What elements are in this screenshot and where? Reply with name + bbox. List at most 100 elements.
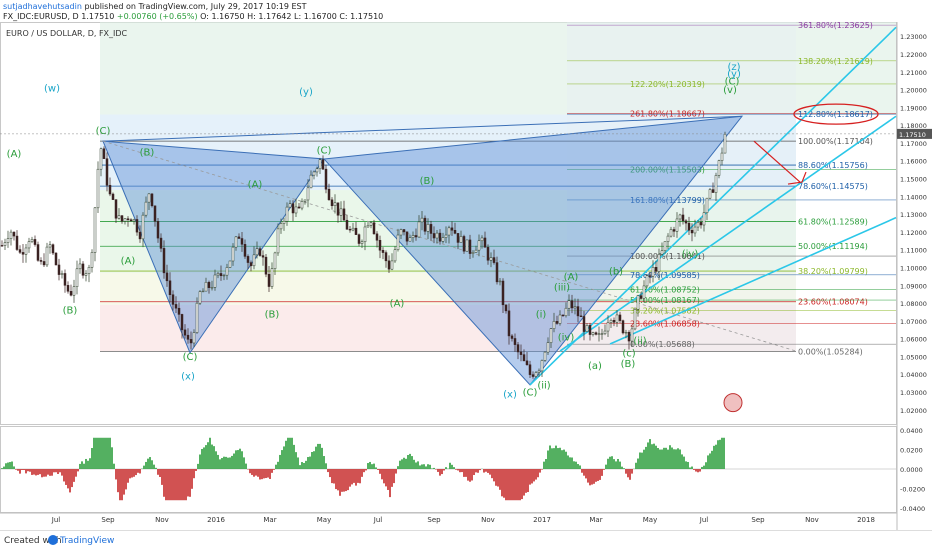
- oscillator-bar: [465, 469, 467, 477]
- candle-body: [451, 228, 453, 230]
- oscillator-bar: [47, 469, 49, 475]
- wave-label: (b): [609, 267, 623, 278]
- price-tick: 1.22000: [900, 51, 927, 59]
- candle-body: [676, 219, 678, 231]
- candle-body: [226, 267, 228, 275]
- wave-label: (w): [44, 83, 60, 94]
- oscillator-bar: [705, 462, 707, 469]
- candle-body: [187, 335, 189, 339]
- oscillator-bar: [599, 469, 601, 480]
- oscillator-bar: [371, 464, 373, 469]
- oscillator-bar: [679, 449, 681, 469]
- oscillator-bar: [75, 469, 77, 477]
- candle-body: [664, 242, 666, 251]
- candle-body: [658, 254, 660, 271]
- oscillator-bar: [299, 465, 301, 469]
- oscillator-bar: [635, 463, 637, 469]
- candle-body: [343, 209, 345, 220]
- candle-body: [286, 207, 288, 221]
- oscillator-bar: [509, 469, 511, 500]
- candle-body: [244, 244, 246, 256]
- wave-label: (y): [299, 87, 313, 98]
- oscillator-bar: [693, 469, 695, 470]
- oscillator-bar: [435, 469, 437, 470]
- candle-body: [139, 232, 141, 239]
- candle-body: [682, 215, 684, 221]
- oscillator-bar: [607, 459, 609, 469]
- candle-body: [367, 225, 369, 227]
- wave-label: (C): [317, 146, 332, 157]
- oscillator-bar: [189, 469, 191, 497]
- oscillator-bar: [219, 459, 221, 469]
- oscillator-bar: [707, 455, 709, 469]
- tradingview-brand[interactable]: TradingView: [60, 536, 114, 546]
- price-chart[interactable]: 100.00%(1.17104)88.60%(1.15756)78.60%(1.…: [0, 22, 932, 530]
- oscillator-bar: [145, 462, 147, 469]
- price-tick: 1.10000: [900, 264, 927, 272]
- oscillator-bar: [53, 469, 55, 472]
- oscillator-bar: [195, 469, 197, 471]
- oscillator-bar: [25, 469, 27, 473]
- oscillator-bar: [291, 438, 293, 469]
- candle-body: [307, 188, 309, 200]
- candle-body: [592, 333, 594, 335]
- oscillator-bar: [269, 469, 271, 479]
- publish-info: published on TradingView.com, July 29, 2…: [84, 2, 306, 11]
- candle-body: [673, 229, 675, 231]
- time-tick: Mar: [263, 516, 276, 524]
- candle-body: [400, 230, 402, 235]
- candle-body: [544, 352, 546, 360]
- candle-body: [556, 321, 558, 323]
- time-tick: Jul: [699, 516, 709, 524]
- candle-body: [652, 267, 654, 276]
- oscillator-bar: [103, 438, 105, 469]
- fib-label: 88.60%(1.15756): [798, 161, 868, 170]
- oscillator-bar: [91, 448, 93, 469]
- candle-body: [301, 201, 303, 208]
- candle-body: [496, 263, 498, 282]
- oscillator-bar: [495, 469, 497, 486]
- wave-label: (C): [183, 352, 198, 363]
- candle-body: [568, 301, 570, 308]
- oscillator-bar: [23, 469, 25, 470]
- candle-body: [22, 252, 24, 254]
- candle-body: [274, 253, 276, 269]
- candle-body: [703, 213, 705, 225]
- extension-label: 122.20%(1.20319): [630, 80, 705, 89]
- oscillator-bar: [483, 469, 485, 473]
- author-link[interactable]: sutjadhavehutsadin: [3, 2, 82, 11]
- oscillator-bar: [663, 448, 665, 469]
- last-price-label: 1.17510: [899, 131, 926, 139]
- oscillator-bar: [149, 457, 151, 469]
- oscillator-bar: [241, 451, 243, 469]
- candle-body: [82, 264, 84, 275]
- candle-body: [580, 316, 582, 317]
- candle-body: [118, 216, 120, 219]
- candle-body: [31, 239, 33, 241]
- oscillator-bar: [397, 466, 399, 469]
- time-tick: Sep: [427, 516, 441, 524]
- oscillator-bar: [691, 467, 693, 469]
- candle-body: [292, 204, 294, 213]
- candle-body: [55, 253, 57, 265]
- publish-line: sutjadhavehutsadin published on TradingV…: [3, 2, 306, 11]
- candle-body: [232, 247, 234, 261]
- oscillator-bar: [709, 453, 711, 469]
- candle-body: [268, 274, 270, 286]
- time-tick: Nov: [805, 516, 819, 524]
- candle-body: [124, 219, 126, 222]
- oscillator-bar: [153, 465, 155, 469]
- candle-body: [613, 320, 615, 322]
- price-tick: 1.11000: [900, 247, 927, 255]
- wave-label: (C): [523, 388, 538, 399]
- candle-body: [172, 295, 174, 305]
- oscillator-bar: [473, 469, 475, 475]
- oscillator-bar: [227, 458, 229, 469]
- oscillator-bar: [191, 469, 193, 489]
- candle-body: [574, 307, 576, 308]
- price-tick: 1.08000: [900, 300, 927, 308]
- wave-label: (B): [621, 359, 636, 370]
- oscillator-bar: [573, 461, 575, 469]
- oscillator-bar: [147, 459, 149, 469]
- oscillator-bar: [489, 469, 491, 475]
